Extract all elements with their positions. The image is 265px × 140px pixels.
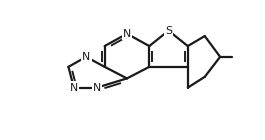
Text: N: N xyxy=(82,52,90,62)
Text: S: S xyxy=(165,26,172,36)
Text: N: N xyxy=(123,29,131,39)
Text: N: N xyxy=(70,83,78,93)
Text: N: N xyxy=(93,83,101,93)
